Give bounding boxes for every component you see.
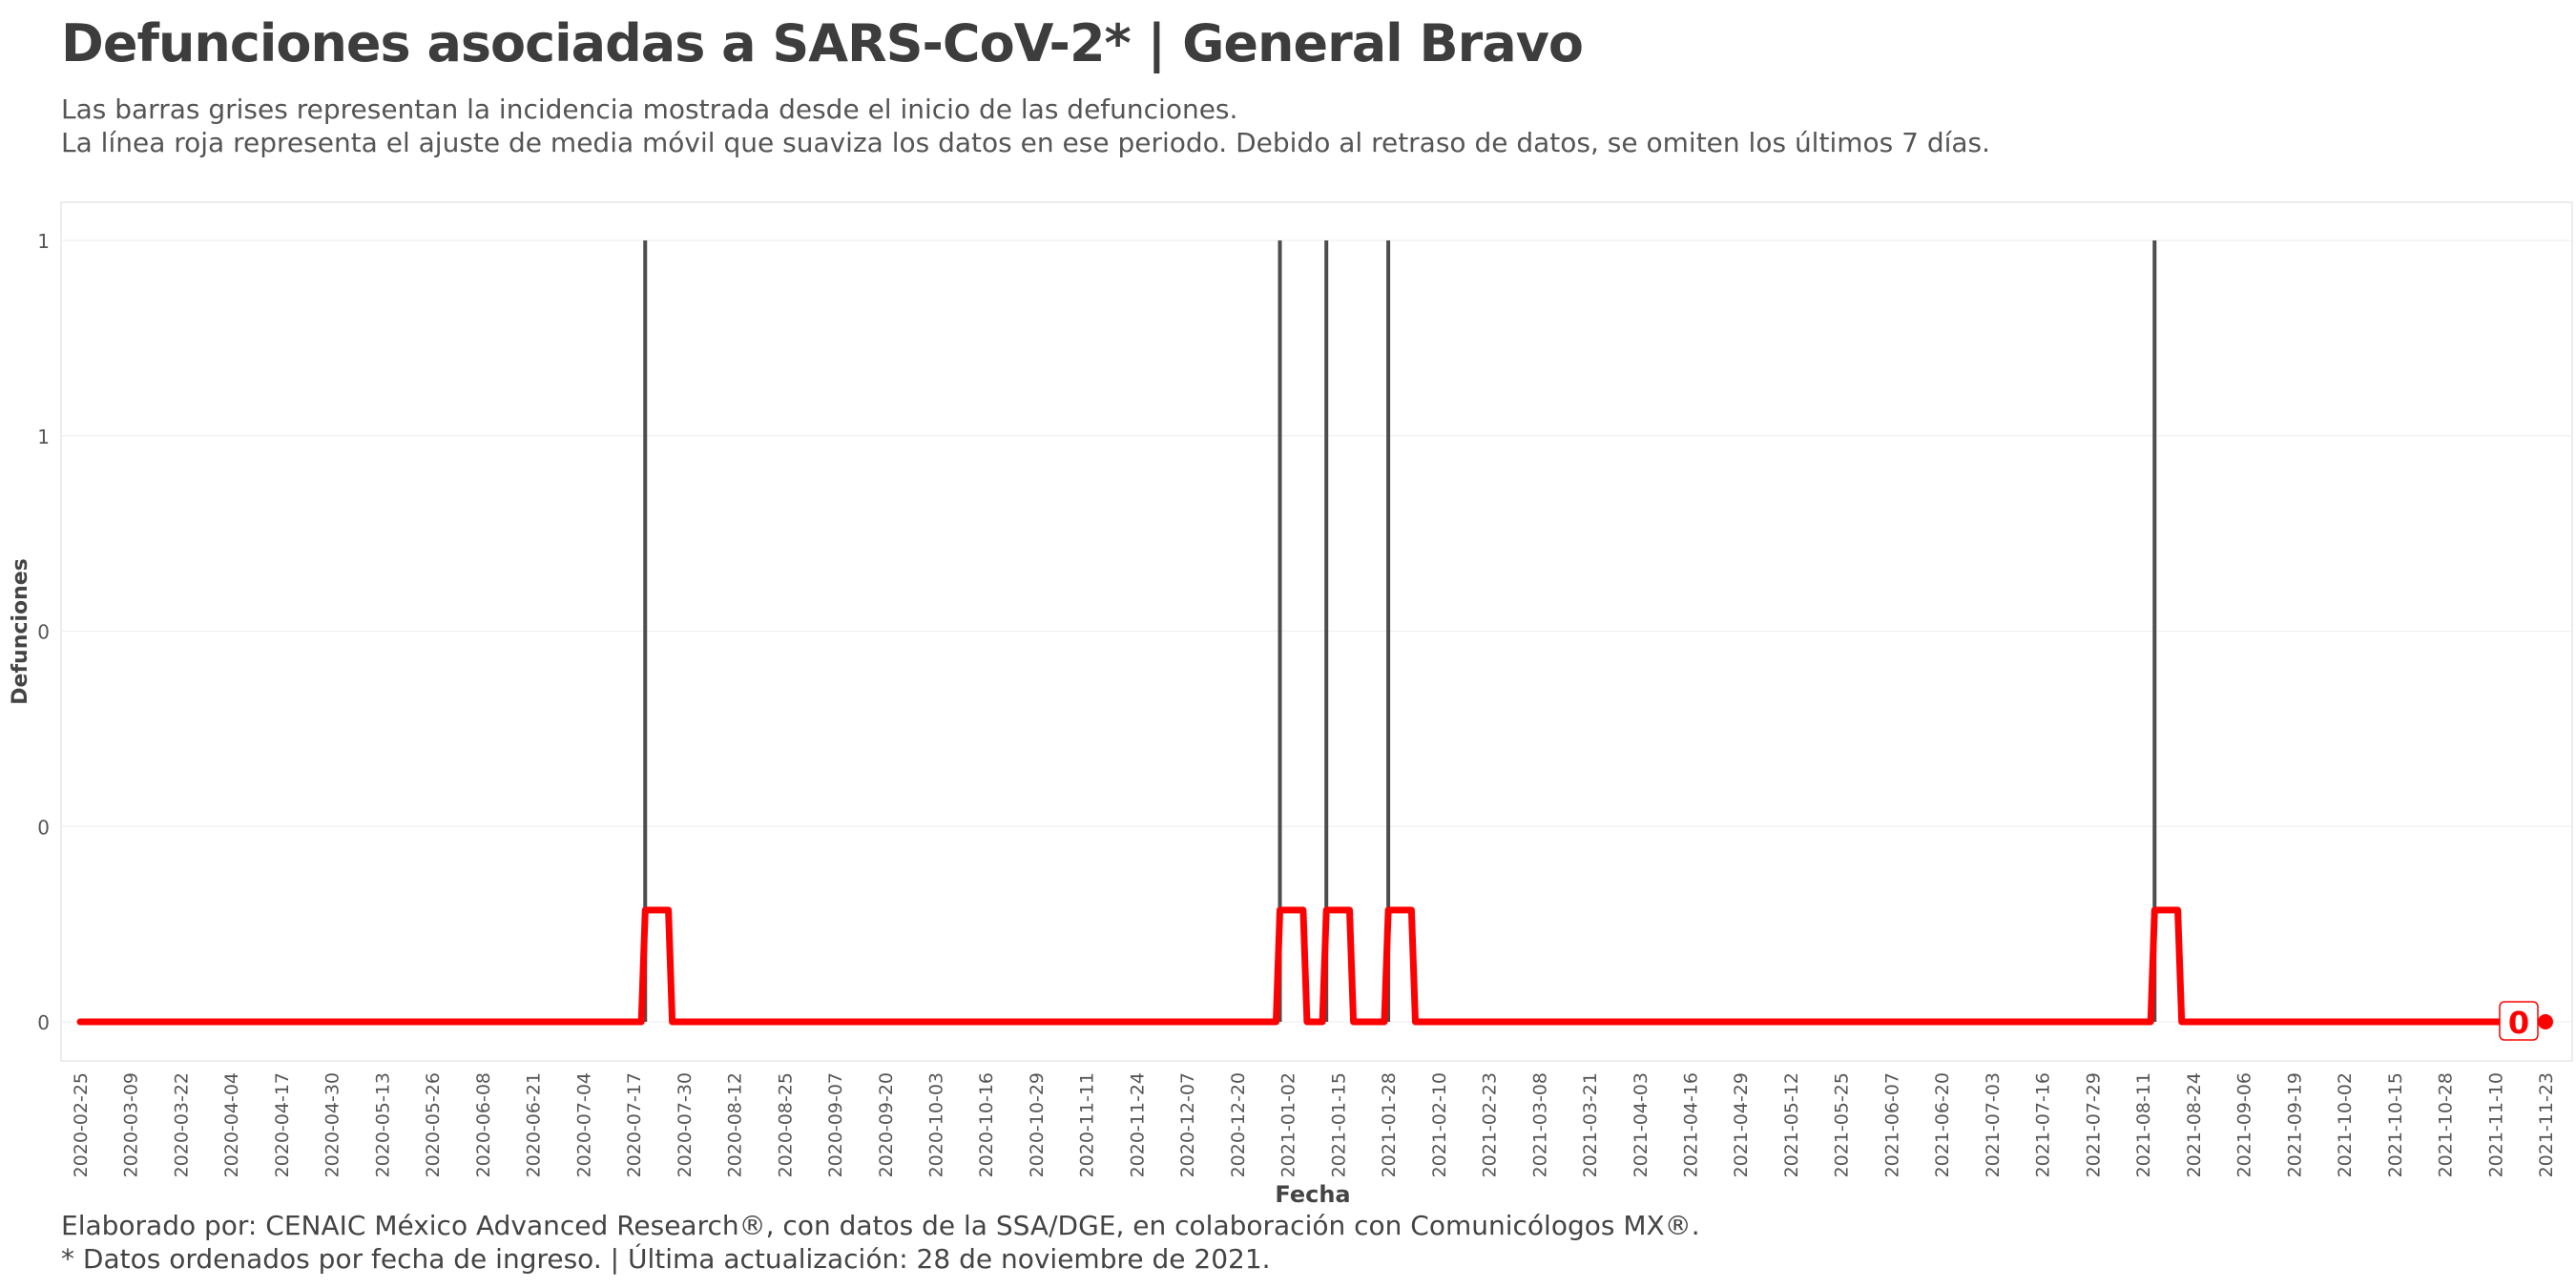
x-tick-label: 2021-10-28 [2436,1072,2457,1177]
x-tick-label: 2021-02-10 [1429,1072,1450,1177]
moving-average-line [76,906,2549,1026]
x-tick-label: 2020-03-22 [171,1072,192,1177]
x-tick-label: 2021-01-28 [1379,1072,1400,1177]
x-tick-label: 2021-09-19 [2284,1072,2305,1177]
x-tick-label: 2020-11-11 [1077,1072,1098,1177]
x-tick-label: 2020-02-25 [71,1072,92,1177]
x-axis-label: Fecha [1275,1181,1350,1208]
x-tick-label: 2021-07-03 [1983,1072,2004,1177]
last-value-badge: 0 [2499,1001,2539,1041]
line-layer [76,906,2553,1029]
x-tick-label: 2020-10-03 [925,1072,946,1177]
x-tick-label: 2021-08-24 [2184,1072,2205,1177]
x-tick-label: 2021-09-06 [2234,1072,2255,1177]
x-tick-label: 2021-11-10 [2485,1072,2506,1177]
x-tick-label: 2021-06-20 [1932,1072,1953,1177]
bars-layer [643,240,2157,1022]
x-tick-label: 2021-03-08 [1529,1072,1550,1177]
y-tick-label: 0 [37,1011,50,1034]
caption-notes: * Datos ordenados por fecha de ingreso. … [61,1243,1271,1275]
x-tick-label: 2021-07-16 [2033,1072,2054,1177]
chart-subtitle-line-2: La línea roja representa el ajuste de me… [61,127,1991,158]
x-tick-label: 2020-09-07 [825,1072,846,1177]
x-tick-label: 2020-12-20 [1228,1072,1249,1177]
x-tick-label: 2020-12-07 [1177,1072,1198,1177]
x-tick-label: 2021-10-15 [2385,1072,2406,1177]
x-tick-label: 2021-04-16 [1681,1072,1702,1177]
x-tick-label: 2021-03-21 [1580,1072,1601,1177]
x-tick-label: 2021-01-02 [1278,1072,1299,1177]
x-tick-label: 2021-11-23 [2536,1072,2557,1177]
x-tick-label: 2021-05-12 [1781,1072,1802,1177]
y-tick-label: 1 [37,426,50,448]
last-value-badge-text: 0 [2508,1005,2529,1041]
chart-title: Defunciones asociadas a SARS-CoV-2* | Ge… [61,13,1584,73]
x-tick-label: 2020-10-16 [976,1072,997,1177]
y-axis-label: Defunciones [9,558,32,704]
grid-layer [60,201,2573,1062]
x-tick-label: 2021-06-07 [1881,1072,1902,1177]
chart-subtitle-line-1: Las barras grises representan la inciden… [61,93,1238,125]
x-tick-label: 2020-04-30 [322,1072,343,1177]
x-tick-label: 2020-07-17 [624,1072,645,1177]
x-tick-label: 2021-04-03 [1631,1072,1652,1177]
y-ticks-layer: 0 0 0 1 1 [37,230,50,1034]
y-tick-label: 0 [37,816,50,839]
x-tick-label: 2020-10-29 [1027,1072,1048,1177]
x-tick-label: 2020-07-30 [675,1072,696,1177]
x-tick-label: 2021-07-29 [2083,1072,2104,1177]
x-tick-label: 2021-10-02 [2335,1072,2356,1177]
x-tick-label: 2021-04-29 [1731,1072,1752,1177]
caption-credits: Elaborado por: CENAIC México Advanced Re… [61,1210,1700,1241]
y-tick-label: 1 [37,230,50,253]
x-tick-label: 2020-06-21 [524,1072,545,1177]
x-tick-label: 2020-08-12 [725,1072,746,1177]
x-tick-label: 2020-08-25 [775,1072,796,1177]
x-tick-label: 2020-06-08 [473,1072,494,1177]
last-value-badge-box [2499,1001,2539,1041]
x-tick-label: 2020-03-09 [121,1072,142,1177]
x-tick-label: 2021-08-11 [2133,1072,2154,1177]
x-tick-label: 2021-05-25 [1832,1072,1853,1177]
moving-average-endpoint [2538,1014,2553,1029]
x-ticks-layer: 2020-02-25 2020-03-09 2020-03-22 2020-04-04… [71,1072,2557,1177]
x-tick-label: 2020-11-24 [1127,1072,1148,1177]
x-tick-label: 2020-07-04 [573,1072,594,1177]
x-tick-label: 2020-09-20 [876,1072,897,1177]
y-tick-label: 0 [37,621,50,644]
x-tick-label: 2020-04-17 [272,1072,293,1177]
x-tick-label: 2020-05-26 [423,1072,444,1177]
x-tick-label: 2021-02-23 [1480,1072,1501,1177]
x-tick-label: 2020-05-13 [372,1072,393,1177]
x-tick-label: 2020-04-04 [221,1072,242,1177]
x-tick-label: 2021-01-15 [1328,1072,1349,1177]
